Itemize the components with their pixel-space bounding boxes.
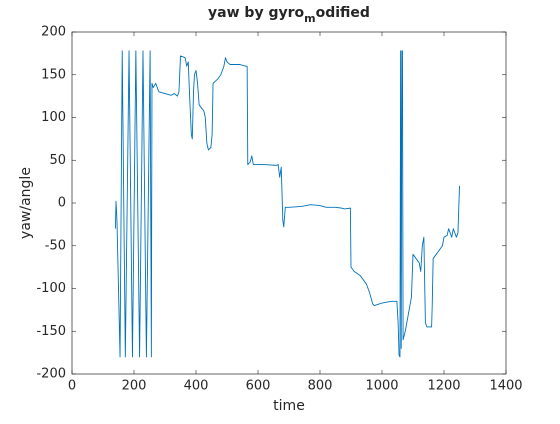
- x-tick-label: 1200: [427, 379, 460, 394]
- y-tick-label: -200: [36, 367, 66, 382]
- title-part: odified: [316, 5, 370, 21]
- x-tick-label: 1400: [489, 379, 522, 394]
- x-axis-label: time: [273, 398, 305, 414]
- y-tick-label: 150: [41, 67, 66, 82]
- y-tick-label: -150: [36, 324, 66, 339]
- title-subscript: m: [304, 12, 315, 25]
- y-tick-label: 200: [41, 25, 66, 40]
- x-tick-label: 800: [308, 379, 333, 394]
- chart-title: yaw by gyromodified: [208, 5, 370, 25]
- y-tick-label: 0: [58, 196, 66, 211]
- title-part: yaw by gyro: [208, 5, 304, 21]
- x-tick-label: 600: [246, 379, 271, 394]
- x-tick-label: 1000: [365, 379, 398, 394]
- data-line: [114, 50, 460, 358]
- y-tick-label: 100: [41, 110, 66, 125]
- x-tick-label: 400: [184, 379, 209, 394]
- x-tick-label: 0: [68, 379, 76, 394]
- y-tick-label: -50: [45, 238, 66, 253]
- y-tick-label: -100: [36, 281, 66, 296]
- y-tick-label: 50: [49, 153, 66, 168]
- x-tick-label: 200: [122, 379, 147, 394]
- y-axis-label: yaw/angle: [18, 167, 34, 239]
